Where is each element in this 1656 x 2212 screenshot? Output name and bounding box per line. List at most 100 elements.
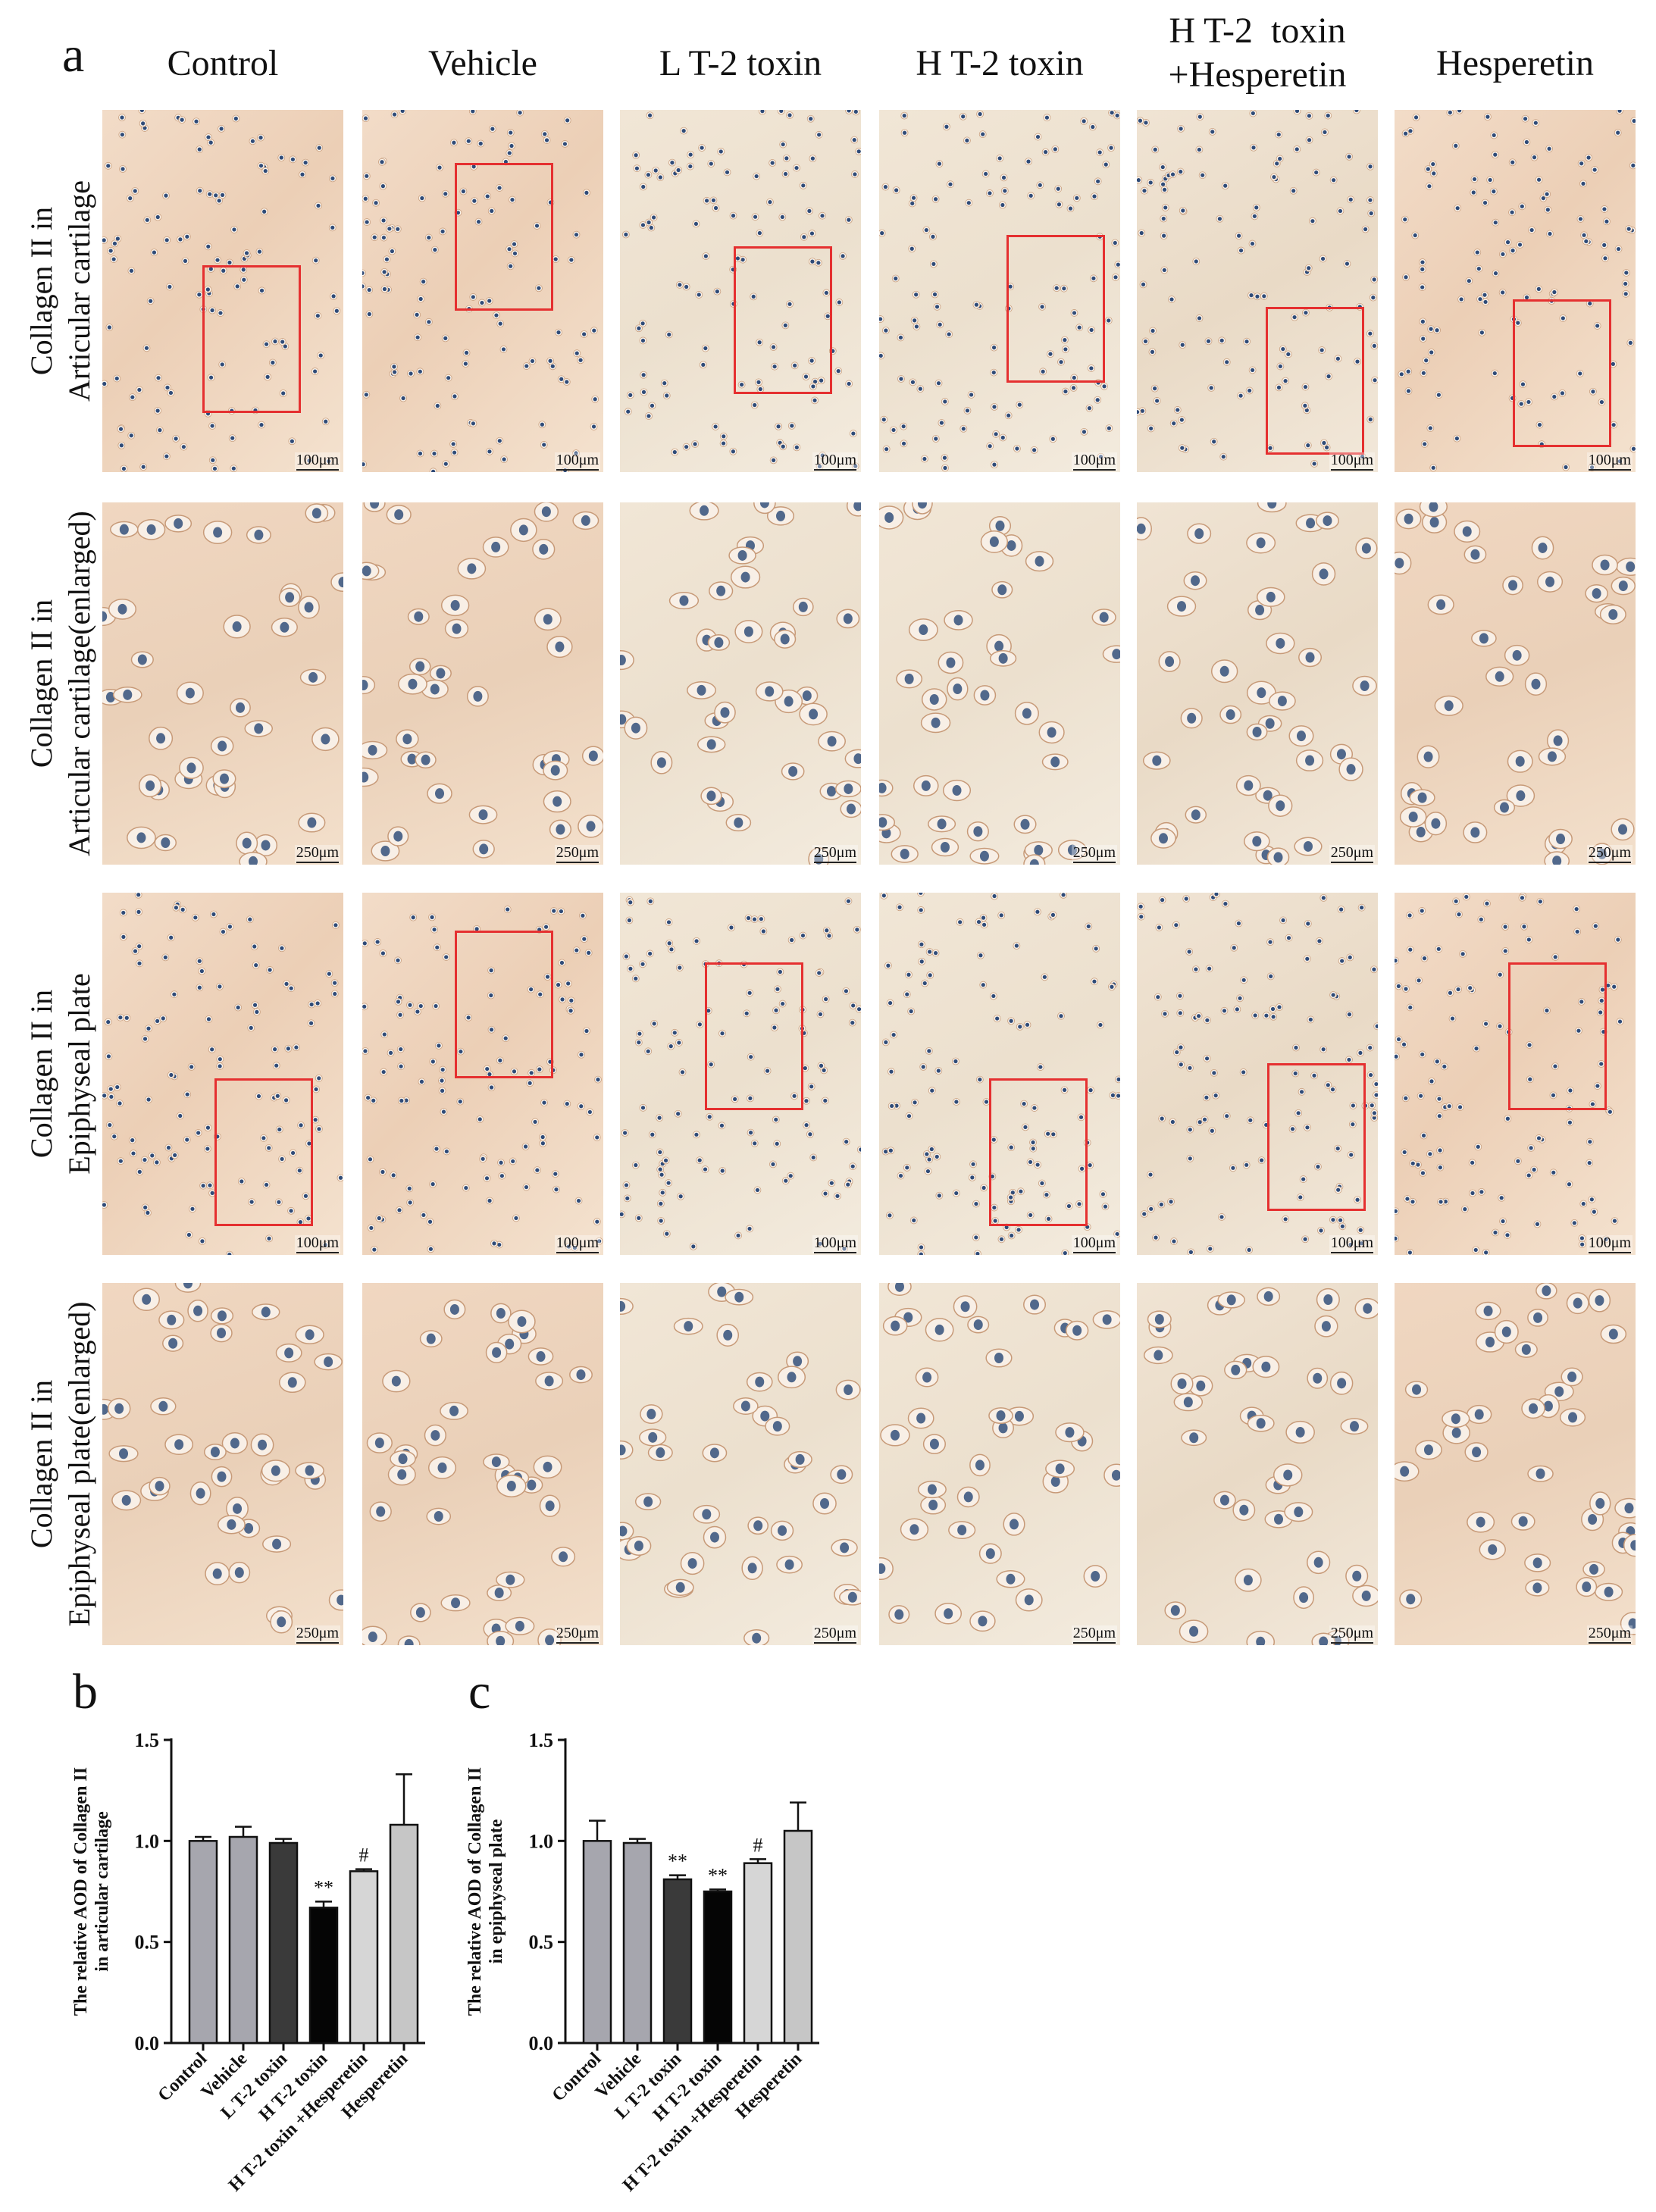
scale-bar: 250μm	[554, 1625, 600, 1644]
micrograph-r0-c1: 100μm	[362, 110, 603, 472]
y-tick-label: 0.5	[135, 1932, 160, 1954]
roi-box	[1508, 962, 1607, 1110]
y-tick-label: 0.5	[529, 1932, 554, 1954]
scale-bar: 250μm	[1586, 845, 1633, 863]
cell-texture	[1395, 893, 1624, 1255]
scale-bar: 250μm	[294, 1625, 340, 1644]
scale-bar: 100μm	[1071, 1235, 1117, 1253]
bar	[582, 1840, 612, 2045]
scale-bar: 100μm	[1586, 1235, 1633, 1253]
y-tick-label: 1.5	[529, 1729, 554, 1751]
cell-texture	[102, 110, 341, 472]
cell-texture	[621, 110, 861, 471]
y-tick-label: 0.0	[135, 2032, 160, 2054]
scale-bar: 250μm	[812, 1625, 858, 1644]
scale-bar: 250μm	[812, 845, 858, 863]
micrograph-r0-c5: 100μm	[1395, 110, 1636, 472]
cell-texture	[1143, 1287, 1378, 1645]
scale-bar: 100μm	[1329, 1235, 1375, 1253]
bar	[308, 1907, 339, 2045]
micrograph-r3-c5: 250μm	[1395, 1283, 1636, 1645]
micrograph-r3-c2: 250μm	[620, 1283, 861, 1645]
micrograph-r1-c5: 250μm	[1395, 502, 1636, 865]
micrograph-r2-c1: 100μm	[362, 893, 603, 1255]
scale-bar: 250μm	[1071, 845, 1117, 863]
roi-box	[1006, 235, 1105, 383]
roi-box	[705, 962, 803, 1110]
roi-box	[734, 246, 832, 394]
cell-texture	[362, 502, 603, 862]
scale-bar: 100μm	[1071, 452, 1117, 471]
y-axis-label-line: The relative AOD of Collagen II	[465, 1767, 485, 2016]
x-category-label: Control	[549, 2049, 606, 2106]
micrograph-r2-c3: 100μm	[879, 893, 1120, 1255]
roi-box	[1266, 307, 1364, 455]
bar	[349, 1870, 379, 2045]
significance-mark: #	[359, 1844, 369, 1866]
scale-bar: 250μm	[1329, 1625, 1375, 1644]
micrograph-r0-c4: 100μm	[1137, 110, 1378, 472]
column-header-1: Vehicle	[428, 43, 537, 83]
cell-texture	[620, 896, 861, 1253]
micrograph-r2-c0: 100μm	[102, 893, 343, 1255]
micrograph-r1-c1: 250μm	[362, 502, 603, 865]
bar	[783, 1829, 813, 2045]
roi-box	[202, 265, 301, 413]
scale-bar: 100μm	[1329, 452, 1375, 471]
cell-texture	[879, 1283, 1120, 1632]
micrograph-r2-c4: 100μm	[1137, 893, 1378, 1255]
y-axis-label-line: in epiphyseal plate	[487, 1819, 506, 1963]
scale-bar: 250μm	[1329, 845, 1375, 863]
micrograph-r3-c4: 250μm	[1137, 1283, 1378, 1645]
row-label-0: Collagen II in Articular cartilage	[24, 180, 96, 402]
cell-texture	[102, 503, 343, 865]
row-label-2: Collagen II in Epiphyseal plate	[24, 973, 96, 1175]
cell-texture	[1395, 502, 1636, 865]
micrograph-r2-c2: 100μm	[620, 893, 861, 1255]
cell-texture	[1395, 1283, 1636, 1635]
cell-texture	[1398, 110, 1636, 472]
cell-texture	[1137, 110, 1378, 468]
significance-mark: **	[668, 1851, 687, 1873]
micrograph-r2-c5: 100μm	[1395, 893, 1636, 1255]
roi-box	[455, 931, 553, 1078]
panel-label-c: c	[468, 1664, 491, 1719]
bar	[622, 1841, 653, 2045]
roi-box	[455, 163, 553, 311]
micrograph-r3-c3: 250μm	[879, 1283, 1120, 1645]
scale-bar: 100μm	[1586, 452, 1633, 471]
row-label-3: Collagen II in Epiphyseal plate(enlarged…	[24, 1301, 96, 1627]
bar	[662, 1878, 693, 2045]
significance-mark: **	[314, 1876, 333, 1898]
micrograph-r0-c0: 100μm	[102, 110, 343, 472]
roi-box	[1267, 1063, 1366, 1211]
column-header-2: L T-2 toxin	[659, 43, 822, 83]
scale-bar: 250μm	[554, 845, 600, 863]
roi-box	[214, 1078, 313, 1226]
cell-texture	[879, 502, 1120, 865]
column-header-3: H T-2 toxin	[916, 43, 1084, 83]
micrograph-r1-c2: 250μm	[620, 502, 861, 865]
panel-label-b: b	[73, 1664, 98, 1719]
roi-box	[989, 1078, 1088, 1226]
scale-bar: 250μm	[1071, 1625, 1117, 1644]
y-axis-label: The relative AOD of Collagen II in articu…	[71, 1767, 112, 2016]
scale-bar: 100μm	[294, 452, 340, 471]
scale-bar: 100μm	[812, 1235, 858, 1253]
cell-texture	[620, 1283, 861, 1645]
y-tick-label: 1.5	[135, 1729, 160, 1751]
bar	[188, 1840, 218, 2045]
micrograph-r3-c0: 250μm	[102, 1283, 343, 1645]
scale-bar: 100μm	[554, 452, 600, 471]
bar	[228, 1835, 258, 2045]
bar	[703, 1890, 733, 2045]
micrograph-r3-c1: 250μm	[362, 1283, 603, 1645]
scale-bar: 100μm	[294, 1235, 340, 1253]
y-axis-label: The relative AOD of Collagen II in epiphy…	[465, 1767, 506, 2016]
y-tick-label: 1.0	[135, 1830, 160, 1852]
x-category-label: Control	[155, 2049, 211, 2106]
cell-texture	[102, 1283, 343, 1634]
micrograph-r0-c3: 100μm	[879, 110, 1120, 472]
roi-box	[1513, 299, 1611, 447]
micrograph-r1-c4: 250μm	[1137, 502, 1378, 865]
